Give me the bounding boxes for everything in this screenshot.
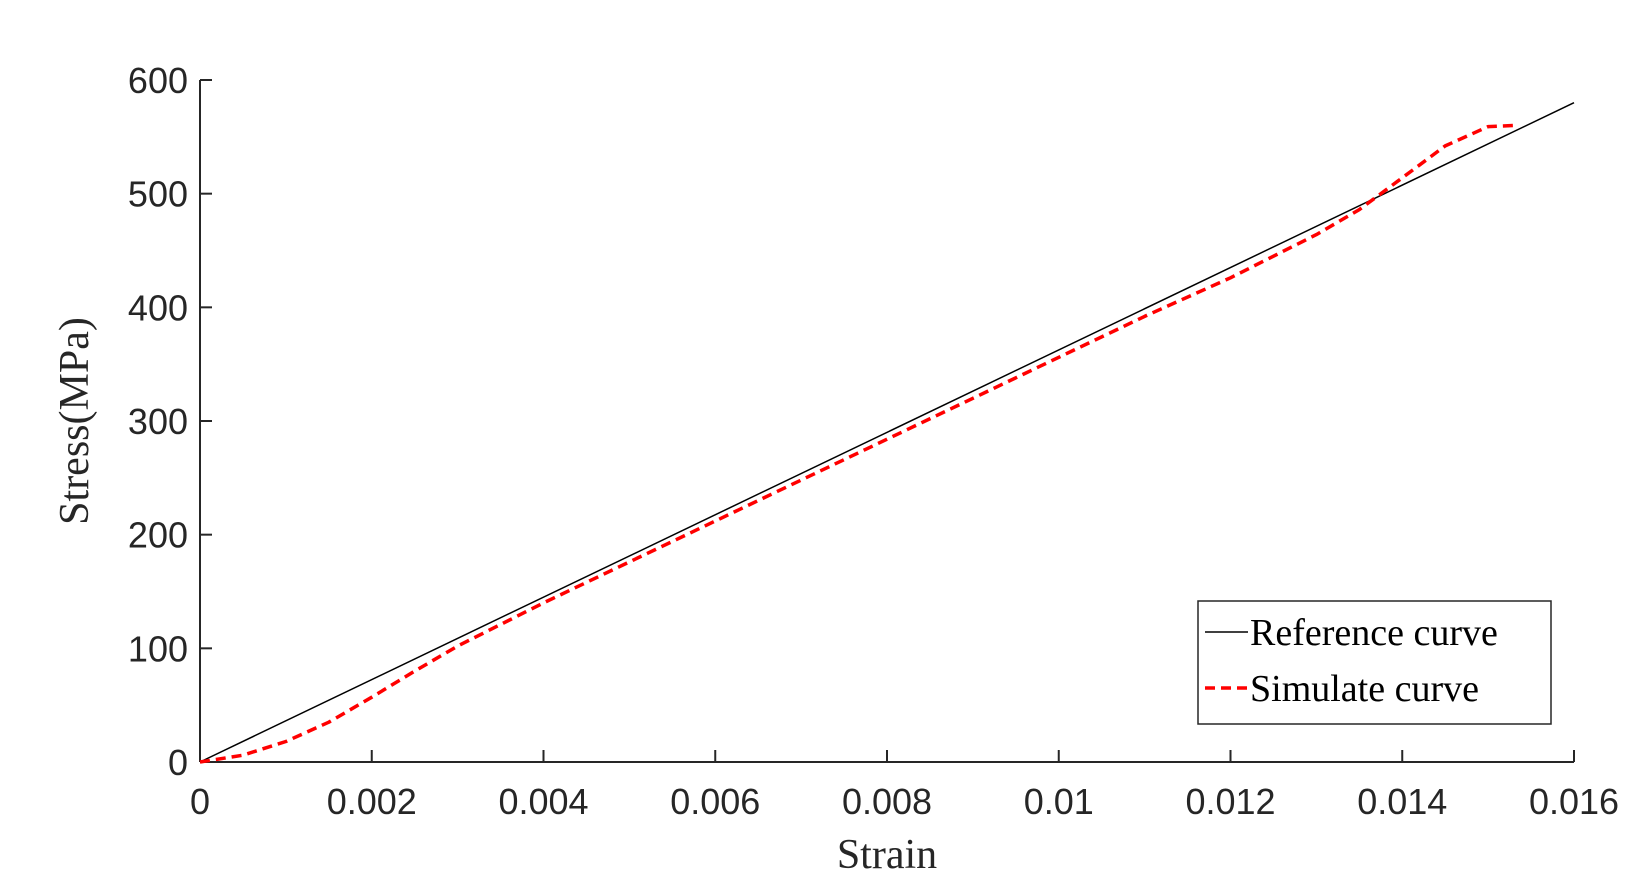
legend-box	[1197, 600, 1552, 725]
y-tick-label: 500	[128, 174, 188, 215]
legend-label-simulate: Simulate curve	[1250, 668, 1479, 710]
series-line-reference	[199, 102, 1575, 763]
x-tick-label: 0.012	[1185, 781, 1275, 822]
x-tick-label: 0.016	[1529, 781, 1619, 822]
y-tick-label: 400	[128, 287, 188, 328]
y-tick-label: 0	[168, 742, 188, 783]
x-tick-label: 0.014	[1357, 781, 1447, 822]
series-line-simulate	[199, 123, 1514, 764]
x-ticks: 0 0.002 0.004 0.006 0.008 0.01 0.012 0.014 0.016	[190, 750, 1619, 822]
y-axis-title: Stress(MPa)	[52, 317, 98, 525]
x-tick-label: 0.01	[1024, 781, 1094, 822]
series-layer	[199, 102, 1575, 764]
x-axis-title: Strain	[837, 832, 937, 878]
y-tick-label: 100	[128, 628, 188, 669]
legend: Reference curve Simulate curve	[1197, 600, 1552, 725]
y-ticks: 0 100 200 300 400 500 600	[128, 60, 212, 783]
x-tick-label: 0.004	[498, 781, 588, 822]
x-tick-label: 0.008	[842, 781, 932, 822]
y-tick-label: 200	[128, 515, 188, 556]
y-tick-label: 300	[128, 401, 188, 442]
x-tick-label: 0	[190, 781, 210, 822]
y-tick-label: 600	[128, 60, 188, 101]
x-tick-label: 0.002	[327, 781, 417, 822]
x-tick-label: 0.006	[670, 781, 760, 822]
legend-label-reference: Reference curve	[1250, 612, 1498, 654]
